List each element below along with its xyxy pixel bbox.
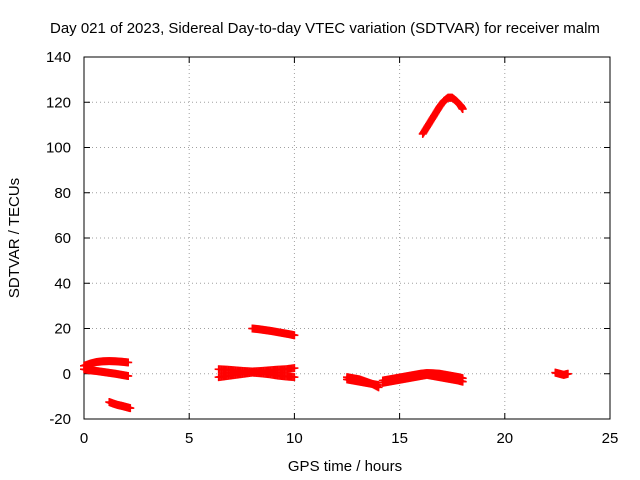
data-point	[124, 372, 133, 381]
y-tick-label: 100	[46, 140, 71, 157]
x-tick-label: 15	[391, 430, 408, 447]
y-tick-label: 0	[63, 366, 71, 383]
y-tick-label: 60	[54, 230, 71, 247]
x-tick-label: 5	[185, 430, 193, 447]
x-tick-label: 20	[496, 430, 513, 447]
data-point	[458, 377, 467, 386]
data-point	[126, 404, 135, 413]
data-point	[290, 364, 299, 373]
x-axis-label: GPS time / hours	[288, 458, 402, 475]
y-tick-label: 140	[46, 49, 71, 66]
axis-ticks	[83, 56, 611, 420]
x-tick-label: 0	[80, 430, 88, 447]
y-tick-label: 120	[46, 94, 71, 111]
plot-frame	[83, 56, 611, 420]
data-point	[290, 331, 299, 340]
y-tick-label: -20	[49, 411, 71, 428]
y-tick-label: 80	[54, 185, 71, 202]
data-point	[563, 369, 572, 378]
x-tick-label: 25	[602, 430, 619, 447]
data-point	[458, 105, 467, 114]
tick-labels: 0 5 10 15 20 25 -20 0 20 40 60 80 100 120 140	[46, 49, 618, 447]
x-tick-label: 10	[286, 430, 303, 447]
y-tick-label: 20	[54, 321, 71, 338]
y-axis-label: SDTVAR / TECUs	[6, 178, 23, 298]
chart-title: Day 021 of 2023, Sidereal Day-to-day VTE…	[50, 20, 600, 37]
data-point	[374, 381, 383, 390]
data-points	[80, 93, 572, 413]
data-point	[124, 358, 133, 367]
y-tick-label: 40	[54, 275, 71, 292]
grid-lines	[84, 57, 610, 419]
data-point	[290, 373, 299, 382]
